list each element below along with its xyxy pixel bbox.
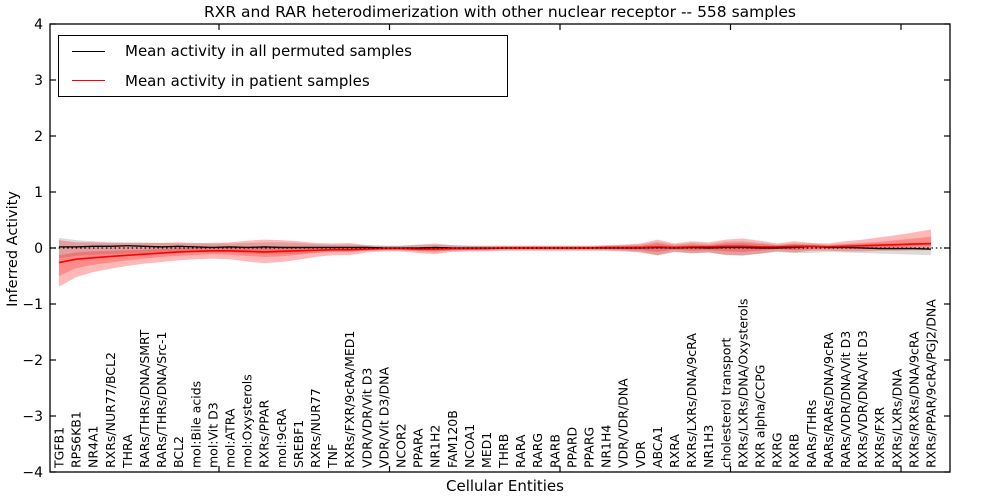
patient-line-swatch — [72, 80, 105, 82]
x-tick-label: NR4A1 — [86, 426, 101, 469]
x-tick-label: BCL2 — [171, 436, 186, 468]
legend-item-patient: Mean activity in patient samples — [59, 67, 507, 95]
x-tick-label: mol:ATRA — [222, 408, 237, 468]
x-tick-label: PPARA — [411, 428, 426, 468]
x-tick-label: MED1 — [479, 432, 494, 468]
x-tick-label: cholesterol transport — [718, 337, 733, 468]
x-tick-label: TGFB1 — [52, 427, 67, 469]
y-tick-label: 3 — [34, 73, 43, 89]
x-tick-label: NCOR2 — [393, 423, 408, 468]
x-tick-label: RXRA — [667, 434, 682, 468]
band-1 — [59, 229, 931, 287]
x-tick-label: RARA — [513, 434, 528, 468]
x-tick-label: RARs/VDR/DNA/Vit D3 — [838, 331, 853, 468]
x-tick-label: RXRs/LXRs/DNA — [889, 368, 904, 468]
x-tick-label: VDR/VDR/DNA — [616, 378, 631, 468]
y-tick-label: 1 — [34, 185, 43, 201]
x-tick-label: SREBF1 — [291, 420, 306, 468]
x-tick-label: RXRs/FXR/9cRA/MED1 — [342, 331, 357, 468]
x-tick-label: RPS6KB1 — [69, 411, 84, 468]
x-tick-label: NR1H2 — [428, 425, 443, 468]
x-tick-label: FAM120B — [445, 410, 460, 468]
y-tick-label: 4 — [34, 17, 43, 33]
x-tick-label: mol:9cRA — [274, 408, 289, 468]
y-tick-label: 2 — [34, 129, 43, 145]
x-tick-label: RARs/RARs/DNA/9cRA — [821, 332, 836, 468]
x-tick-label: RARs/THRs/DNA/Src-1 — [154, 332, 169, 468]
y-tick-label: −3 — [22, 409, 43, 425]
x-tick-label: RXR alpha/CCPG — [753, 365, 768, 468]
series-line-1 — [58, 242, 932, 264]
x-tick-label: RXRs/NUR77 — [308, 388, 323, 468]
x-tick-label: RXRs/PPAR/9cRA/PGJ2/DNA — [924, 299, 939, 468]
x-tick-label: THRA — [120, 434, 135, 469]
x-tick-label: mol:Oxysterols — [240, 374, 255, 468]
x-tick-label: RXRs/LXRs/DNA/Oxysterols — [735, 298, 750, 468]
legend: Mean activity in all permuted samples Me… — [58, 35, 508, 97]
x-tick-label: PPARD — [564, 427, 579, 468]
x-tick-label: RXRs/RXRs/DNA/9cRA — [906, 331, 921, 468]
x-tick-label: RARs/THRs — [804, 400, 819, 468]
x-tick-label: RXRs/PPAR — [257, 400, 272, 468]
chart-title: RXR and RAR heterodimerization with othe… — [203, 3, 797, 21]
x-tick-label: RARG — [530, 433, 545, 468]
y-tick-label: −4 — [22, 465, 43, 481]
permuted-line-swatch — [72, 50, 105, 52]
x-tick-label: PPARG — [582, 427, 597, 468]
x-tick-label: VDR — [633, 441, 648, 468]
legend-item-permuted: Mean activity in all permuted samples — [59, 37, 507, 65]
x-tick-label: RARs/THRs/DNA/SMRT — [137, 329, 152, 468]
x-tick-label: NR1H4 — [599, 425, 614, 468]
legend-label-permuted: Mean activity in all permuted samples — [125, 42, 412, 61]
x-tick-label: RXRs/FXR — [872, 407, 887, 468]
x-tick-label: TNF — [325, 444, 340, 469]
x-tick-label: RARB — [547, 434, 562, 468]
x-tick-label: mol:Vit D3 — [205, 402, 220, 468]
x-tick-label: RXRs/NUR77/BCL2 — [103, 352, 118, 468]
x-tick-label: RXRs/VDR/DNA/Vit D3 — [855, 330, 870, 468]
legend-label-patient: Mean activity in patient samples — [125, 71, 370, 90]
x-tick-label: THRB — [496, 434, 511, 469]
x-axis-label: Cellular Entities — [446, 477, 564, 495]
x-tick-label: RXRG — [770, 432, 785, 468]
x-tick-label: VDR/Vit D3/DNA — [376, 367, 391, 468]
x-tick-label: RXRs/LXRs/DNA/9cRA — [684, 333, 699, 468]
y-tick-label: 0 — [34, 241, 43, 257]
y-tick-label: −1 — [22, 297, 43, 313]
y-tick-label: −2 — [22, 353, 43, 369]
x-tick-label: NR1H3 — [701, 425, 716, 468]
x-tick-label: mol:Bile acids — [188, 381, 203, 468]
x-tick-label: RXRB — [787, 433, 802, 468]
x-tick-label: ABCA1 — [650, 426, 665, 468]
x-tick-label: VDR/VDR/Vit D3 — [359, 368, 374, 468]
x-tick-label: NCOA1 — [462, 424, 477, 468]
